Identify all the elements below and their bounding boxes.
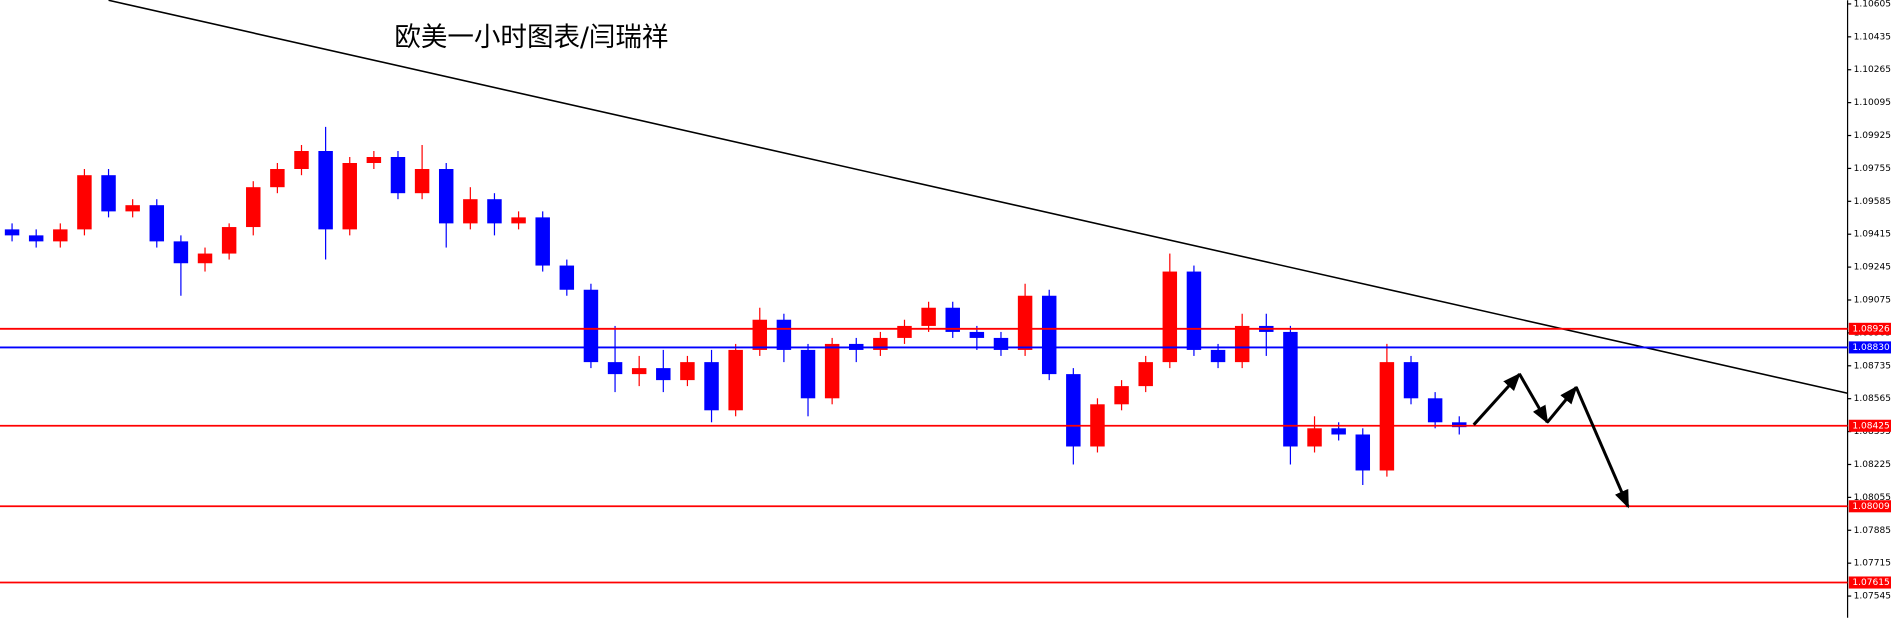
candle-body: [1234, 325, 1250, 363]
candle-body: [800, 349, 816, 399]
candle-body: [1186, 271, 1202, 350]
level-label-box: [1848, 500, 1891, 513]
candle-body: [631, 368, 647, 375]
candle-body: [993, 337, 1009, 350]
forecast-arrow: [1546, 385, 1578, 424]
y-tick-label: 1.10435: [1854, 32, 1891, 42]
forecast-arrow: [1518, 373, 1549, 424]
candle-body: [752, 319, 768, 350]
y-tick-label: 1.09075: [1854, 296, 1891, 306]
candle-body: [1452, 422, 1467, 428]
candle-body: [704, 362, 719, 411]
candle-body: [173, 241, 189, 264]
candle-body: [728, 349, 743, 411]
y-tick-label: 1.10095: [1854, 98, 1891, 108]
candle-body: [342, 163, 357, 230]
candle-body: [583, 289, 599, 363]
y-tick-label: 1.08055: [1854, 493, 1891, 503]
level-label: 1.08830: [1852, 343, 1890, 353]
candle-body: [1427, 398, 1443, 423]
candle-body: [1283, 331, 1298, 447]
candle-body: [4, 229, 20, 236]
forecast-arrow: [1472, 372, 1521, 426]
candle-body: [776, 319, 792, 350]
y-tick-label: 1.08735: [1854, 361, 1891, 371]
candle-body: [1162, 271, 1178, 363]
candle-body: [1307, 428, 1322, 447]
candle-body: [1331, 428, 1346, 435]
candle-body: [535, 217, 550, 266]
candle-body: [680, 362, 695, 381]
forecast-arrow: [1574, 386, 1630, 509]
candle-body: [149, 205, 165, 242]
candle-body: [318, 151, 333, 230]
candle-body: [511, 217, 526, 224]
y-tick-label: 1.09245: [1854, 263, 1891, 273]
y-tick-label: 1.07715: [1854, 559, 1891, 569]
candle-body: [1017, 295, 1033, 350]
candle-body: [607, 362, 623, 375]
level-label-box: [1848, 322, 1891, 335]
candle-body: [1379, 362, 1395, 471]
candle-body: [824, 343, 840, 399]
y-tick-label: 1.07545: [1854, 592, 1891, 602]
level-label-box: [1848, 576, 1891, 589]
y-tick-label: 1.08225: [1854, 460, 1891, 470]
candle-body: [1114, 386, 1129, 405]
candle-body: [246, 187, 261, 228]
candle-body: [390, 157, 406, 194]
candle-body: [366, 157, 382, 164]
candle-body: [270, 169, 285, 188]
level-label: 1.08425: [1852, 421, 1889, 431]
y-tick-label: 1.09925: [1854, 131, 1891, 141]
candle-body: [1066, 374, 1081, 447]
level-label: 1.08926: [1852, 324, 1890, 334]
candle-body: [414, 169, 430, 194]
level-label-box: [1848, 341, 1891, 354]
y-tick-label: 1.08395: [1854, 427, 1891, 437]
candle-body: [221, 227, 237, 254]
y-tick-label: 1.09755: [1854, 164, 1891, 174]
candle-body: [28, 235, 44, 242]
candle-body: [873, 337, 888, 350]
candle-body: [77, 175, 92, 230]
y-tick-label: 1.08565: [1854, 394, 1891, 404]
candle-body: [656, 368, 671, 381]
level-label: 1.07615: [1852, 578, 1889, 588]
y-tick-label: 1.10265: [1854, 65, 1891, 75]
candle-body: [438, 169, 454, 224]
candle-body: [294, 151, 309, 170]
chart-title: 欧美一小时图表/闫瑞祥: [394, 22, 668, 53]
candle-body: [945, 307, 960, 332]
candle-body: [1355, 434, 1371, 471]
candle-body: [487, 199, 502, 224]
candle-body: [897, 325, 912, 338]
y-tick-label: 1.10605: [1854, 0, 1891, 9]
candle-body: [969, 331, 985, 338]
candle-body: [463, 199, 478, 224]
y-tick-label: 1.09585: [1854, 197, 1891, 207]
candle-body: [1210, 349, 1226, 363]
candle-body: [1041, 295, 1057, 375]
candle-body: [101, 175, 116, 212]
candle-body: [559, 265, 575, 290]
candle-body: [1403, 362, 1419, 399]
candle-body: [125, 205, 140, 212]
candle-body: [1138, 362, 1153, 387]
trendline: [108, 0, 1848, 395]
candle-body: [921, 307, 936, 326]
candle-body: [197, 253, 213, 264]
y-tick-label: 1.09415: [1854, 230, 1891, 240]
y-tick-label: 1.07885: [1854, 526, 1891, 536]
level-label-box: [1848, 419, 1891, 432]
candle-body: [53, 229, 68, 242]
level-label: 1.08009: [1852, 502, 1890, 512]
